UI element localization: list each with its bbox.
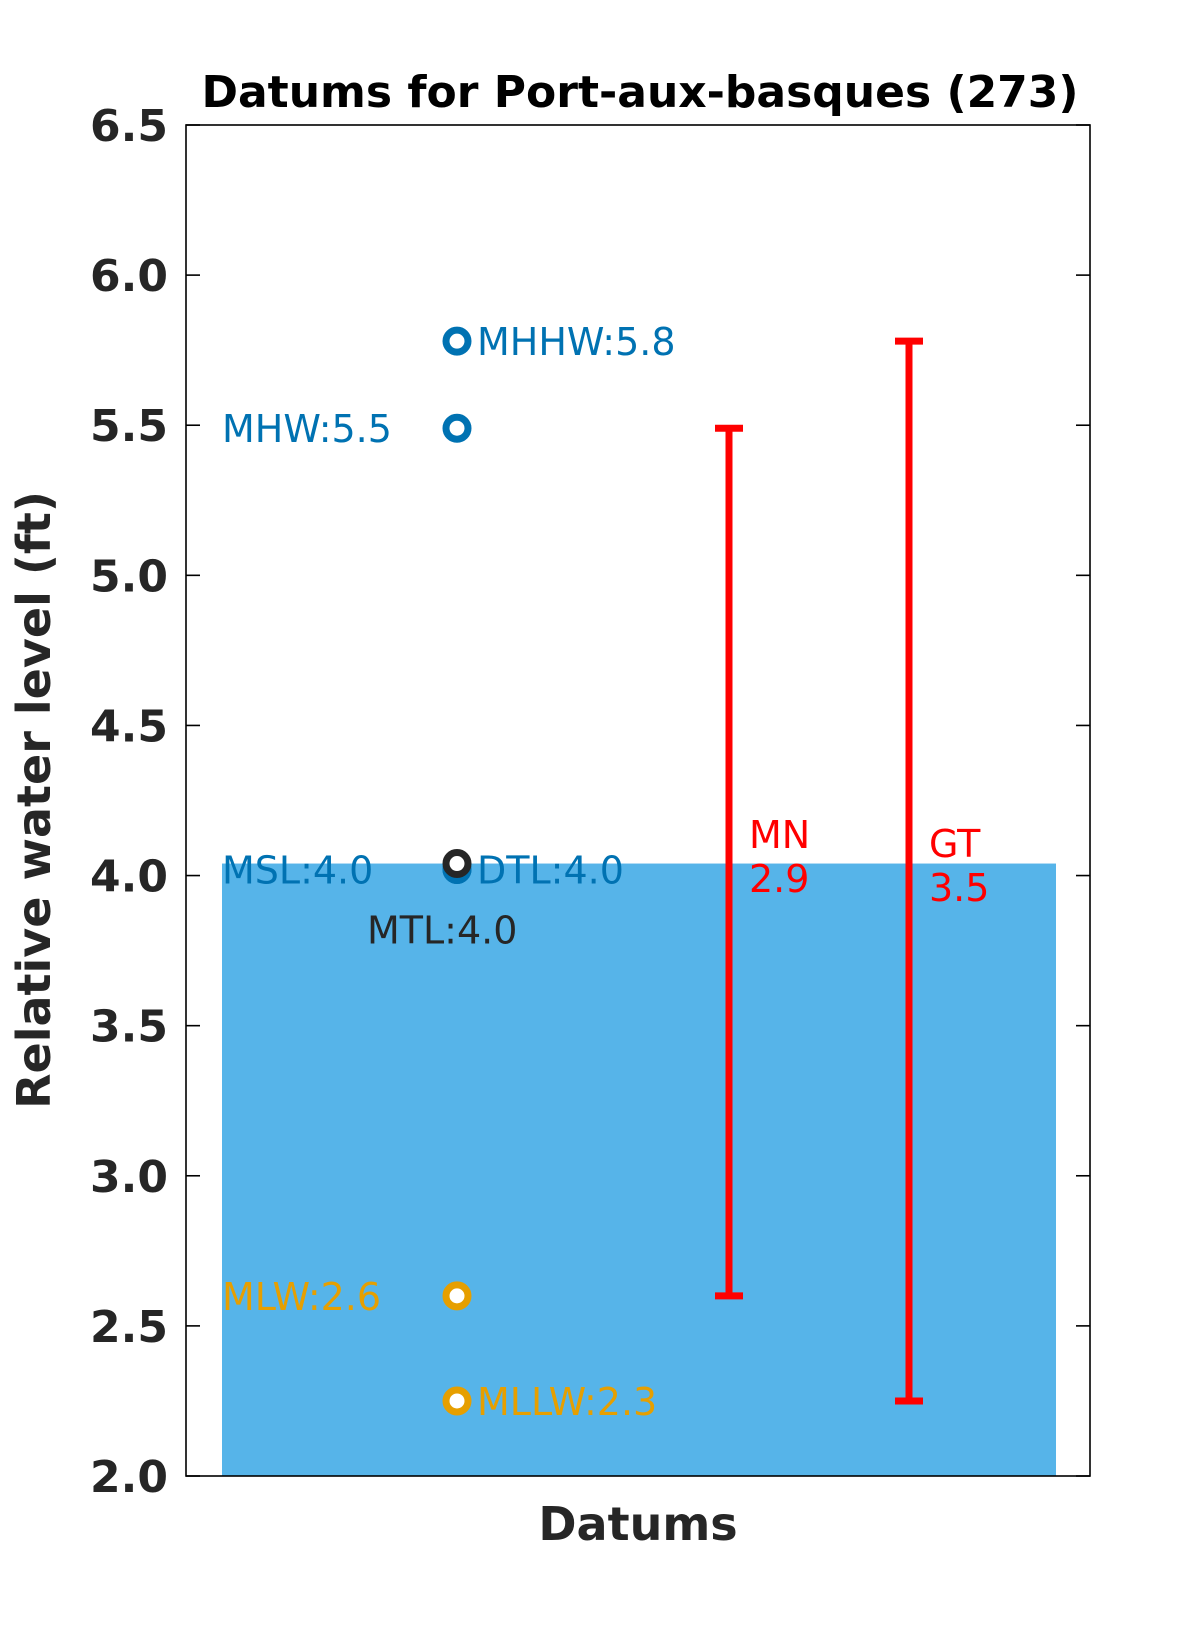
range-bars: MN2.9 GT3.5 <box>715 337 989 1405</box>
y-tick-label: 5.5 <box>90 401 168 452</box>
datum-label-6: MLLW:2.3 <box>477 1380 657 1424</box>
y-tick-label: 4.5 <box>90 701 168 752</box>
y-tick-label: 3.5 <box>90 1002 168 1053</box>
chart-title: Datums for Port-aux-basques (273) <box>201 67 1078 118</box>
datum-marker-0 <box>442 326 472 356</box>
datum-label-4: MTL:4.0 <box>367 909 517 953</box>
datum-marker-4 <box>442 849 472 879</box>
datum-marker-1 <box>442 413 472 443</box>
datum-label-1: MHW:5.5 <box>222 407 392 451</box>
range-value-mn: 2.9 <box>749 857 809 901</box>
y-axis-label: Relative water level (ft) <box>7 491 61 1109</box>
y-tick-label: 2.5 <box>90 1302 168 1353</box>
range-name-gt: GT <box>929 822 981 866</box>
msl-bar <box>222 863 1056 1476</box>
range-value-gt: 3.5 <box>929 866 989 910</box>
y-tick-label: 5.0 <box>90 551 168 602</box>
datum-label-5: MLW:2.6 <box>222 1275 381 1319</box>
range-name-mn: MN <box>749 813 810 857</box>
datum-label-0: MHHW:5.8 <box>477 320 676 364</box>
y-tick-label: 6.0 <box>90 251 168 302</box>
datum-markers: MHHW:5.8 MHW:5.5 MSL:4.0 DTL:4.0 MTL:4.0 MLW:… <box>222 320 676 1424</box>
y-tick-label: 2.0 <box>90 1452 168 1503</box>
y-axis-ticks: 2.0 2.5 3.0 3.5 4.0 4.5 5.0 5.5 6.0 6.5 <box>90 101 1090 1503</box>
datum-label-3: DTL:4.0 <box>477 849 624 893</box>
datum-marker-6 <box>442 1386 472 1416</box>
plot-frame <box>185 124 1091 1477</box>
datum-label-2: MSL:4.0 <box>222 849 373 893</box>
y-tick-label: 6.5 <box>90 101 168 152</box>
datum-marker-5 <box>442 1281 472 1311</box>
y-tick-label: 3.0 <box>90 1152 168 1203</box>
y-tick-label: 4.0 <box>90 852 168 903</box>
x-axis-label: Datums <box>538 1497 737 1551</box>
